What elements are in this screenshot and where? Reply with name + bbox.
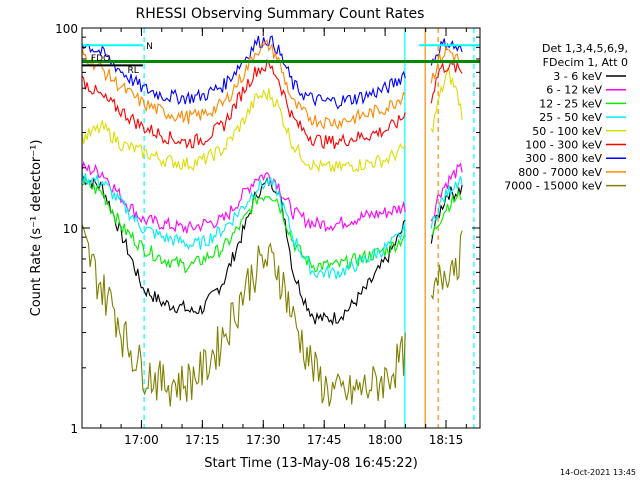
legend-label-6: 300 - 800 keV — [525, 152, 602, 165]
legend-label-0: 3 - 6 keV — [553, 70, 602, 83]
footer-date: 14-Oct-2021 13:45 — [560, 468, 636, 477]
x-axis-label: Start Time (13-May-08 16:45:22) — [204, 456, 418, 471]
legend-label-1: 6 - 12 keV — [546, 84, 602, 97]
y-tick-label-2: 100 — [55, 22, 78, 36]
axis-ticks: 17:00 17:15 17:30 17:45 18:00 18:15 1 10 100 — [55, 22, 480, 447]
series-line-7000-15000-kev — [81, 224, 463, 407]
x-tick-label-5: 18:15 — [429, 433, 464, 447]
series-line-100-300-kev — [81, 58, 463, 150]
x-tick-label-0: 17:00 — [124, 433, 159, 447]
series-line-6-12-kev — [81, 160, 463, 234]
series-line-25-50-kev — [81, 170, 463, 280]
x-tick-label-3: 17:45 — [307, 433, 342, 447]
flag-label-n: N — [146, 42, 153, 52]
legend-label-3: 25 - 50 keV — [539, 111, 602, 124]
legend-header-1: FDecim 1, Att 0 — [543, 56, 628, 69]
chart-title: RHESSI Observing Summary Count Rates — [136, 6, 425, 22]
series-line-800-7000-kev — [81, 39, 463, 130]
legend-header-0: Det 1,3,4,5,6,9, — [542, 42, 628, 55]
legend-label-2: 12 - 25 keV — [539, 97, 602, 110]
flag-label-fdo: FDO — [91, 54, 110, 64]
legend-label-5: 100 - 300 keV — [525, 139, 602, 152]
series-line-12-25-kev — [81, 176, 463, 274]
x-tick-label-2: 17:30 — [246, 433, 281, 447]
legend-label-8: 7000 - 15000 keV — [504, 180, 602, 193]
flag-label-rl: RL — [127, 66, 138, 76]
plot-area: N FDO RL — [81, 28, 480, 428]
x-tick-label-1: 17:15 — [185, 433, 220, 447]
y-axis-label: Count Rate (s⁻¹ detector⁻¹) — [29, 140, 44, 317]
x-tick-label-4: 18:00 — [368, 433, 403, 447]
legend: Det 1,3,4,5,6,9,FDecim 1, Att 03 - 6 keV… — [504, 42, 628, 193]
legend-label-4: 50 - 100 keV — [532, 125, 602, 138]
y-tick-label-0: 1 — [70, 422, 78, 436]
series-line-50-100-kev — [81, 67, 463, 173]
legend-label-7: 800 - 7000 keV — [518, 166, 602, 179]
y-tick-label-1: 10 — [63, 222, 78, 236]
